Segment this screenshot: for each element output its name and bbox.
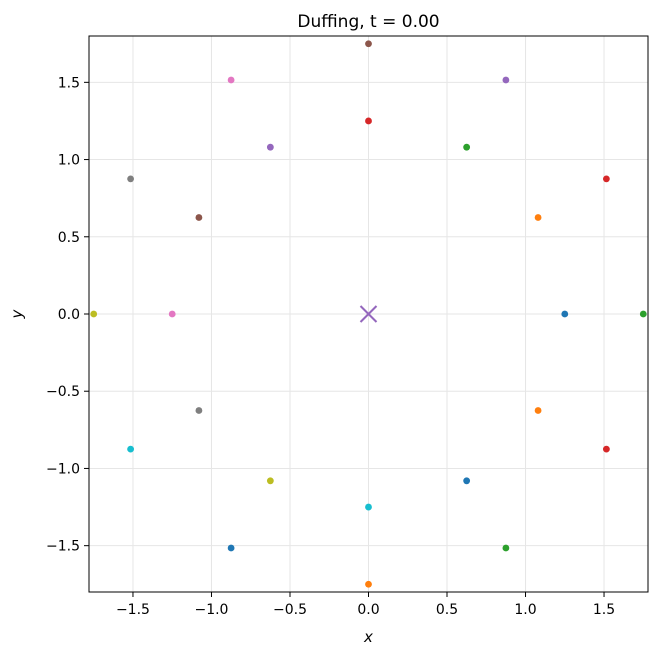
- data-point: [463, 477, 471, 485]
- x-marker-stroke: [359, 305, 378, 323]
- x-axis-ticks: −1.5 −1.0 −0.5 0.0 0.5 1.0 1.5: [116, 592, 615, 618]
- data-point: [534, 407, 542, 414]
- data-point: [195, 407, 203, 414]
- x-tick-label: 1.5: [593, 602, 615, 618]
- data-point: [227, 544, 235, 552]
- x-axis-label: x: [363, 628, 373, 646]
- y-tick-label: −1.5: [46, 539, 80, 555]
- y-tick-label: −0.5: [46, 384, 80, 400]
- data-point: [534, 214, 542, 221]
- data-point: [602, 175, 610, 183]
- data-point: [365, 503, 372, 511]
- y-axis-label: y: [8, 308, 26, 319]
- x-tick-label: 0.5: [436, 602, 458, 618]
- data-point: [365, 580, 372, 588]
- x-tick-label: −1.0: [194, 602, 228, 618]
- y-tick-label: 0.5: [58, 230, 80, 246]
- data-points: [90, 40, 647, 588]
- y-tick-label: 0.0: [58, 307, 80, 323]
- y-axis-ticks: −1.5 −1.0 −0.5 0.0 0.5 1.0 1.5: [46, 75, 89, 555]
- data-point: [227, 76, 235, 84]
- data-point: [502, 544, 510, 552]
- data-point: [127, 445, 135, 453]
- data-point: [195, 214, 203, 221]
- x-tick-label: 0.0: [357, 602, 379, 618]
- data-point: [502, 76, 510, 84]
- origin-marker: [359, 305, 378, 323]
- x-tick-label: 1.0: [514, 602, 536, 618]
- data-point: [365, 40, 372, 48]
- data-point: [266, 143, 274, 151]
- y-tick-label: −1.0: [46, 461, 80, 477]
- chart-title: Duffing, t = 0.00: [297, 12, 439, 32]
- data-point: [639, 310, 647, 318]
- data-point: [168, 310, 176, 318]
- data-point: [266, 477, 274, 485]
- data-point: [602, 445, 610, 453]
- x-tick-label: −0.5: [273, 602, 307, 618]
- data-point: [561, 310, 569, 318]
- data-point: [90, 310, 98, 318]
- y-tick-label: 1.5: [58, 75, 80, 91]
- data-point: [463, 143, 471, 151]
- y-tick-label: 1.0: [58, 153, 80, 169]
- data-point: [127, 175, 135, 183]
- data-point: [365, 117, 372, 125]
- grid-lines: [89, 36, 648, 592]
- x-tick-label: −1.5: [116, 602, 150, 618]
